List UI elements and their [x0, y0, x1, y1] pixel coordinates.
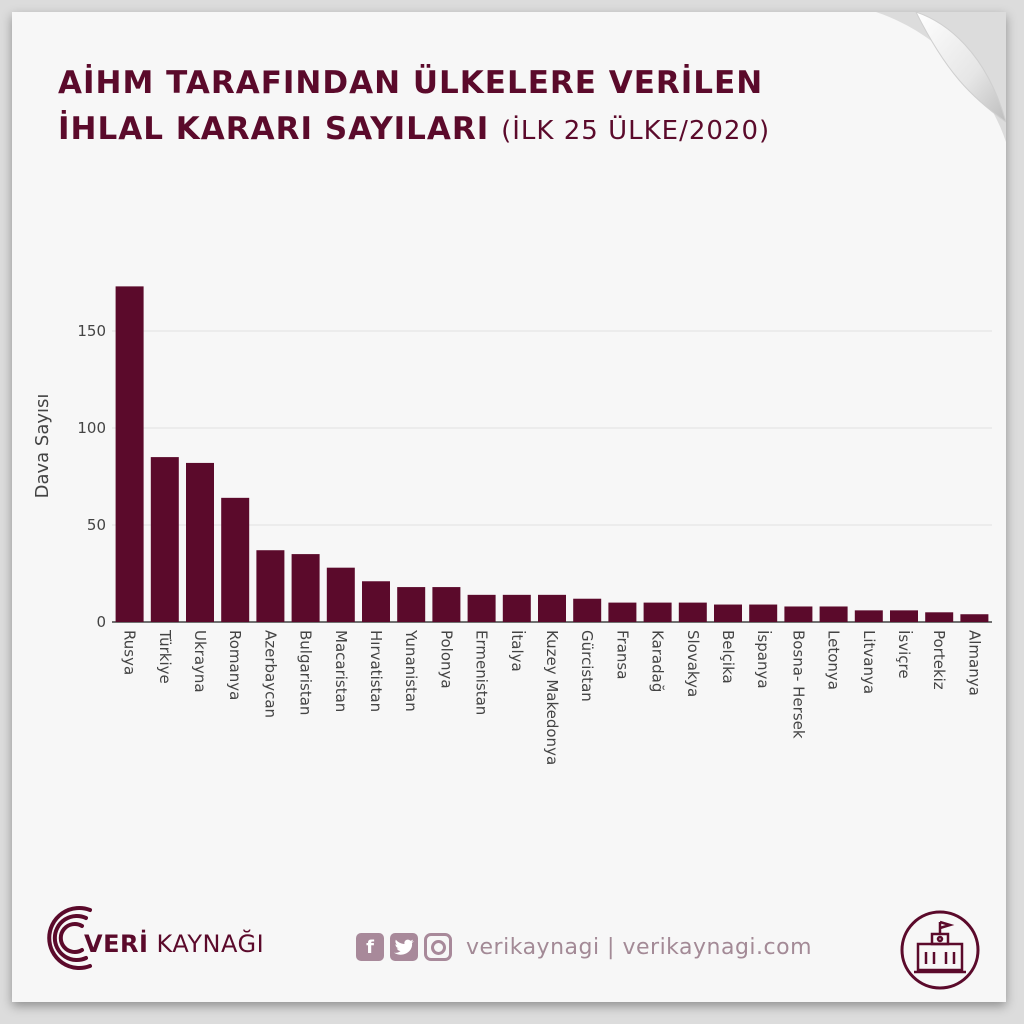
bar: [150, 457, 179, 622]
x-tick-label: Polonya: [437, 630, 455, 689]
x-tick-label: Slovakya: [684, 630, 702, 697]
x-tick-label: Ukrayna: [191, 630, 209, 693]
x-tick-label: Türkiye: [156, 629, 174, 684]
y-tick-label: 50: [87, 516, 106, 534]
bar: [326, 567, 355, 622]
bar: [784, 606, 813, 622]
x-tick-label: Portekiz: [930, 630, 948, 690]
x-tick-label: Macaristan: [332, 630, 350, 712]
instagram-icon[interactable]: [424, 933, 452, 961]
x-tick-label: Azerbaycan: [261, 630, 279, 718]
bar: [256, 550, 285, 622]
page-curl-icon: [876, 12, 1006, 142]
social-handle-text[interactable]: verikaynagi | verikaynagi.com: [466, 934, 813, 960]
bar: [643, 602, 672, 622]
bar: [502, 594, 531, 622]
x-tick-label: Litvanya: [860, 630, 878, 694]
bar: [221, 497, 250, 622]
courthouse-icon: [900, 910, 980, 990]
x-tick-label: Bosna- Hersek: [789, 630, 807, 739]
bar: [854, 610, 883, 622]
x-tick-label: Belçika: [719, 630, 737, 684]
bar: [115, 286, 144, 622]
brand-name-bold: VERİ: [84, 930, 149, 958]
bar: [890, 610, 918, 622]
title-line-1: AİHM TARAFINDAN ÜLKELERE VERİLEN: [58, 65, 764, 101]
chart-title: AİHM TARAFINDAN ÜLKELERE VERİLEN İHLAL K…: [58, 60, 770, 154]
bar: [538, 594, 566, 622]
bar: [819, 606, 848, 622]
x-tick-label: Rusya: [121, 630, 139, 675]
bar: [714, 604, 742, 622]
y-axis-title: Dava Sayısı: [32, 394, 53, 499]
bar: [291, 554, 320, 622]
title-line-2: İHLAL KARARI SAYILARI: [58, 111, 490, 147]
facebook-icon[interactable]: f: [356, 933, 384, 961]
bar: [186, 462, 214, 622]
twitter-icon[interactable]: [390, 933, 418, 961]
x-tick-label: Romanya: [226, 630, 244, 700]
veri-kaynagi-logo-icon: [47, 906, 92, 970]
x-tick-label: Bulgaristan: [297, 630, 315, 715]
bar: [362, 581, 390, 622]
bar: [467, 594, 496, 622]
x-tick-label: Hırvatistan: [367, 630, 385, 712]
x-tick-label: Gürcistan: [578, 630, 596, 702]
x-tick-label: İspanya: [754, 630, 773, 689]
x-tick-label: İtalya: [508, 630, 527, 672]
x-tick-label: Almanya: [965, 630, 983, 696]
bar: [397, 587, 426, 622]
x-tick-label: Yunanistan: [402, 629, 420, 712]
x-tick-label: Karadağ: [649, 630, 667, 692]
x-tick-label: Ermenistan: [473, 630, 491, 715]
bar: [608, 602, 637, 622]
y-tick-label: 0: [96, 613, 106, 631]
chart-subtitle: (İLK 25 ÜLKE/2020): [501, 116, 771, 146]
x-tick-label: Letonya: [825, 630, 843, 690]
x-tick-label: Kuzey Makedonya: [543, 630, 561, 765]
social-bar: f verikaynagi | verikaynagi.com: [356, 930, 812, 964]
bar: [749, 604, 778, 622]
bar: [573, 598, 602, 622]
bar: [678, 602, 707, 622]
brand-name-rest: KAYNAĞI: [148, 930, 265, 958]
bar: [432, 587, 461, 622]
x-tick-label: Fransa: [613, 630, 631, 679]
bar: [925, 612, 954, 622]
y-tick-label: 150: [77, 322, 106, 340]
brand-name: VERİ KAYNAĞI: [84, 930, 264, 958]
x-tick-label: İsviçre: [895, 630, 914, 679]
y-tick-label: 100: [77, 419, 106, 437]
bar: [960, 614, 989, 622]
